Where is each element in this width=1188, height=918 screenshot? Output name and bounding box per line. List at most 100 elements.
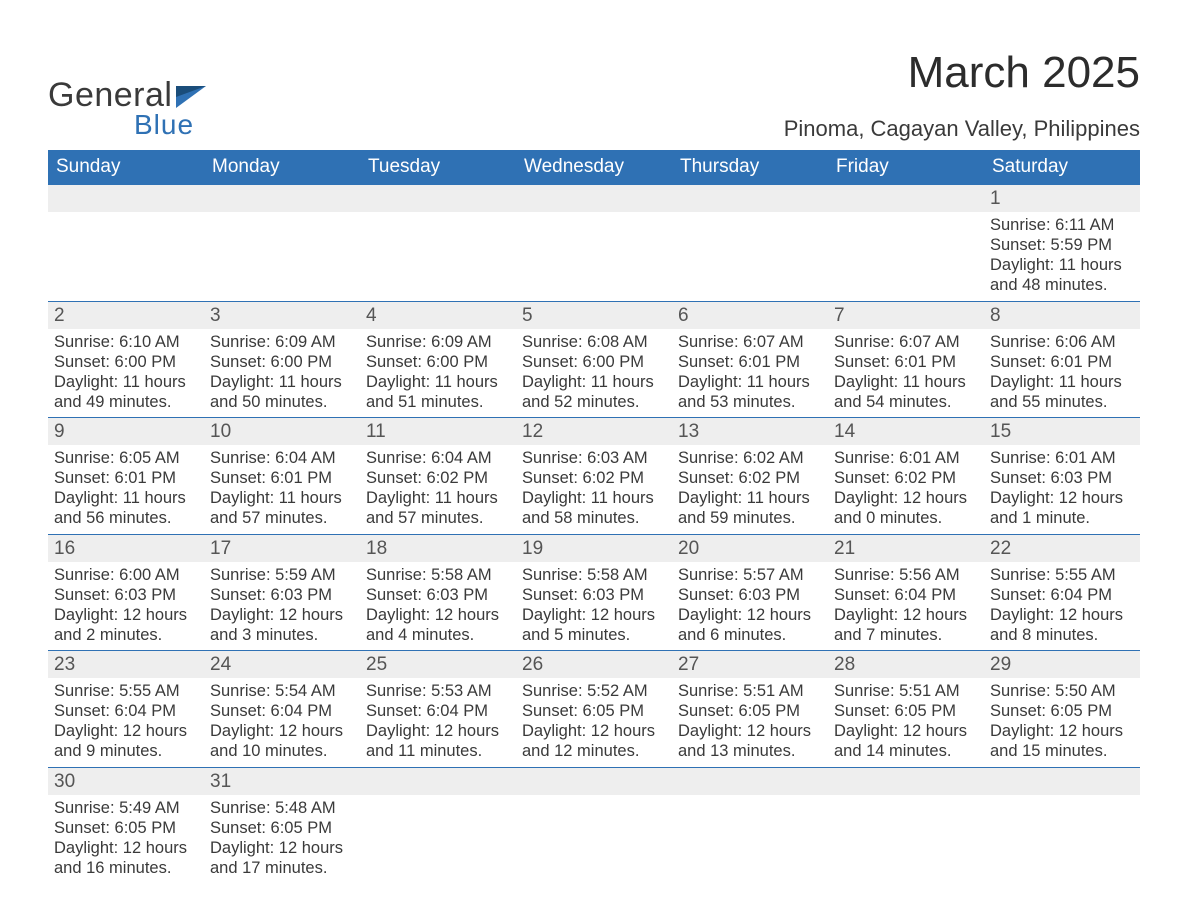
sunset-label: Sunset: 6:05 PM [990, 701, 1134, 721]
sunrise-label: Sunrise: 6:09 AM [210, 332, 354, 352]
sunrise-label: Sunrise: 6:07 AM [834, 332, 978, 352]
day-number-cell: 4 [360, 301, 516, 329]
day2-label: and 3 minutes. [210, 625, 354, 645]
sunset-label: Sunset: 5:59 PM [990, 235, 1134, 255]
day-detail-cell: Sunrise: 6:11 AMSunset: 5:59 PMDaylight:… [984, 212, 1140, 301]
day-number-cell: 7 [828, 301, 984, 329]
day1-label: Daylight: 12 hours [54, 605, 198, 625]
day-detail: Sunrise: 6:04 AMSunset: 6:02 PMDaylight:… [360, 445, 516, 534]
day-number-cell: 23 [48, 651, 204, 679]
day1-label: Daylight: 11 hours [834, 372, 978, 392]
sunset-label: Sunset: 6:05 PM [54, 818, 198, 838]
daynum-row: 3031 [48, 767, 1140, 795]
day-number: 17 [204, 535, 360, 562]
day2-label: and 1 minute. [990, 508, 1134, 528]
sunset-label: Sunset: 6:04 PM [366, 701, 510, 721]
day-number [204, 185, 360, 190]
daynum-row: 23242526272829 [48, 651, 1140, 679]
day-detail-cell: Sunrise: 6:02 AMSunset: 6:02 PMDaylight:… [672, 445, 828, 534]
day1-label: Daylight: 12 hours [54, 721, 198, 741]
sunrise-label: Sunrise: 6:04 AM [210, 448, 354, 468]
sunset-label: Sunset: 6:03 PM [678, 585, 822, 605]
day1-label: Daylight: 12 hours [54, 838, 198, 858]
day2-label: and 53 minutes. [678, 392, 822, 412]
detail-row: Sunrise: 5:55 AMSunset: 6:04 PMDaylight:… [48, 678, 1140, 767]
day-number: 2 [48, 302, 204, 329]
day2-label: and 10 minutes. [210, 741, 354, 761]
day-detail-cell: Sunrise: 5:57 AMSunset: 6:03 PMDaylight:… [672, 562, 828, 651]
weekday-header-row: Sunday Monday Tuesday Wednesday Thursday… [48, 150, 1140, 185]
day-number: 24 [204, 651, 360, 678]
day2-label: and 56 minutes. [54, 508, 198, 528]
day1-label: Daylight: 11 hours [990, 255, 1134, 275]
day1-label: Daylight: 11 hours [210, 372, 354, 392]
day-number: 15 [984, 418, 1140, 445]
title-block: March 2025 Pinoma, Cagayan Valley, Phili… [784, 48, 1140, 142]
sunset-label: Sunset: 6:00 PM [210, 352, 354, 372]
day-number-cell: 14 [828, 418, 984, 446]
sunset-label: Sunset: 6:01 PM [678, 352, 822, 372]
day-number-cell [984, 767, 1140, 795]
day-detail: Sunrise: 5:51 AMSunset: 6:05 PMDaylight:… [828, 678, 984, 767]
header-bar: General Blue March 2025 Pinoma, Cagayan … [48, 48, 1140, 142]
day-detail-cell [672, 212, 828, 301]
day2-label: and 11 minutes. [366, 741, 510, 761]
day1-label: Daylight: 12 hours [210, 721, 354, 741]
sunset-label: Sunset: 6:04 PM [990, 585, 1134, 605]
sunrise-label: Sunrise: 6:07 AM [678, 332, 822, 352]
weekday-header: Wednesday [516, 150, 672, 185]
day-detail-cell: Sunrise: 6:05 AMSunset: 6:01 PMDaylight:… [48, 445, 204, 534]
day-detail: Sunrise: 6:07 AMSunset: 6:01 PMDaylight:… [828, 329, 984, 418]
day2-label: and 52 minutes. [522, 392, 666, 412]
day-detail-cell: Sunrise: 6:01 AMSunset: 6:02 PMDaylight:… [828, 445, 984, 534]
sunset-label: Sunset: 6:03 PM [210, 585, 354, 605]
day-number-cell: 2 [48, 301, 204, 329]
day-number [828, 185, 984, 190]
day1-label: Daylight: 11 hours [210, 488, 354, 508]
day-number: 8 [984, 302, 1140, 329]
day2-label: and 12 minutes. [522, 741, 666, 761]
day2-label: and 4 minutes. [366, 625, 510, 645]
sunrise-label: Sunrise: 5:53 AM [366, 681, 510, 701]
day-number [360, 768, 516, 773]
day-detail-cell: Sunrise: 6:09 AMSunset: 6:00 PMDaylight:… [360, 329, 516, 418]
weekday-header: Tuesday [360, 150, 516, 185]
day1-label: Daylight: 12 hours [678, 605, 822, 625]
calendar-page: General Blue March 2025 Pinoma, Cagayan … [0, 0, 1188, 883]
day-detail-cell: Sunrise: 6:07 AMSunset: 6:01 PMDaylight:… [828, 329, 984, 418]
day-number-cell: 10 [204, 418, 360, 446]
detail-row: Sunrise: 6:11 AMSunset: 5:59 PMDaylight:… [48, 212, 1140, 301]
day-detail: Sunrise: 5:58 AMSunset: 6:03 PMDaylight:… [360, 562, 516, 651]
day-detail-cell [360, 795, 516, 884]
logo-flag-icon [176, 86, 206, 108]
day-detail-cell [48, 212, 204, 301]
day-number-cell [360, 185, 516, 213]
day-detail: Sunrise: 6:09 AMSunset: 6:00 PMDaylight:… [204, 329, 360, 418]
weekday-header: Thursday [672, 150, 828, 185]
day-number-cell: 21 [828, 534, 984, 562]
sunrise-label: Sunrise: 6:01 AM [990, 448, 1134, 468]
day-number-cell [672, 767, 828, 795]
day-number-cell: 1 [984, 185, 1140, 213]
day-number-cell: 27 [672, 651, 828, 679]
weekday-header: Friday [828, 150, 984, 185]
sunrise-label: Sunrise: 6:10 AM [54, 332, 198, 352]
day-detail: Sunrise: 6:01 AMSunset: 6:02 PMDaylight:… [828, 445, 984, 534]
daynum-row: 16171819202122 [48, 534, 1140, 562]
sunset-label: Sunset: 6:02 PM [678, 468, 822, 488]
day-number-cell [672, 185, 828, 213]
sunrise-label: Sunrise: 5:59 AM [210, 565, 354, 585]
logo: General Blue [48, 76, 206, 141]
daynum-row: 1 [48, 185, 1140, 213]
day2-label: and 2 minutes. [54, 625, 198, 645]
day-detail: Sunrise: 6:05 AMSunset: 6:01 PMDaylight:… [48, 445, 204, 534]
sunset-label: Sunset: 6:00 PM [54, 352, 198, 372]
day-number: 23 [48, 651, 204, 678]
day-detail-cell: Sunrise: 5:53 AMSunset: 6:04 PMDaylight:… [360, 678, 516, 767]
day-number-cell: 26 [516, 651, 672, 679]
sunset-label: Sunset: 6:05 PM [210, 818, 354, 838]
sunset-label: Sunset: 6:02 PM [522, 468, 666, 488]
day-number: 6 [672, 302, 828, 329]
day-number: 31 [204, 768, 360, 795]
sunrise-label: Sunrise: 5:56 AM [834, 565, 978, 585]
